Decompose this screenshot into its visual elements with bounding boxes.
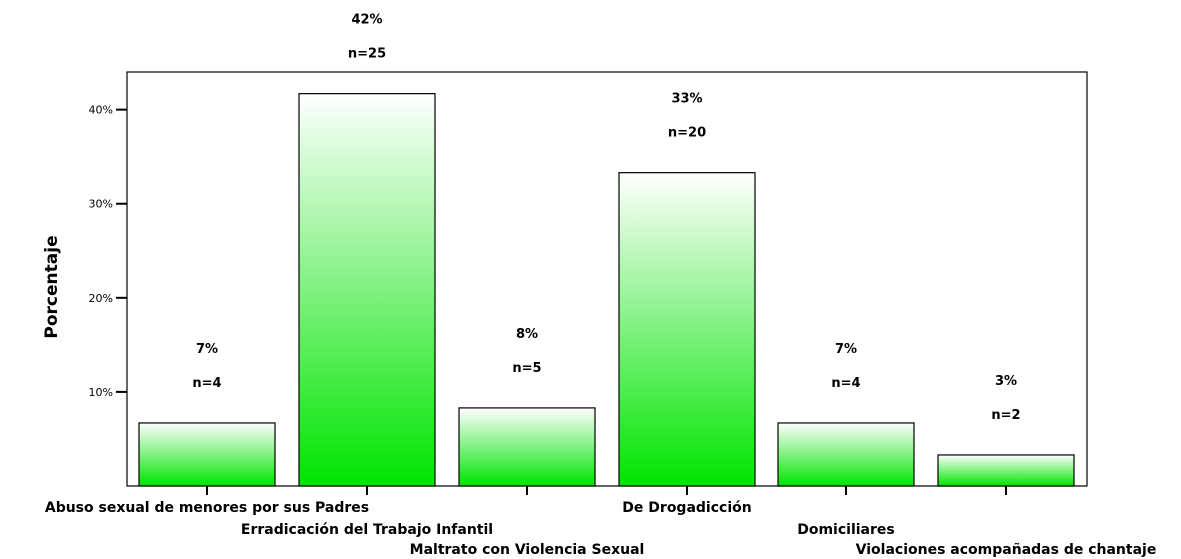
bar (777, 422, 915, 487)
x-category-label: Maltrato con Violencia Sexual (410, 542, 645, 558)
x-category-label: De Drogadicción (622, 500, 751, 516)
bar (298, 93, 436, 487)
bar-n-label: n=5 (512, 361, 541, 376)
bar-percent-label: 33% (671, 92, 702, 107)
bar-percent-label: 42% (351, 13, 382, 28)
y-axis-label: Porcentaje (42, 235, 62, 338)
plot-frame (126, 71, 1088, 487)
bar-n-label: n=20 (668, 126, 706, 141)
bar-labels: 7% n=4 42% n=25 8% n=5 33% n=20 7% n=4 3% n=2 (192, 13, 1020, 423)
bars (138, 93, 1075, 495)
y-axis-ticks: 10% 20% 30% 40% (89, 104, 127, 399)
bar (138, 422, 276, 487)
bar-n-label: n=4 (831, 376, 860, 391)
y-tick-label: 30% (89, 198, 113, 211)
bar-percent-label: 7% (835, 342, 857, 357)
bar (618, 172, 756, 487)
x-category-label: Abuso sexual de menores por sus Padres (45, 500, 369, 516)
bar-n-label: n=2 (991, 408, 1020, 423)
bar-percent-label: 7% (196, 342, 218, 357)
bar-n-label: n=25 (348, 47, 386, 62)
x-category-label: Erradicación del Trabajo Infantil (241, 522, 493, 538)
bar-percent-label: 8% (516, 327, 538, 342)
bar-percent-label: 3% (995, 374, 1017, 389)
bar-n-label: n=4 (192, 376, 221, 391)
y-tick-label: 40% (89, 104, 113, 117)
x-category-label: Domiciliares (797, 522, 895, 538)
bar (458, 407, 596, 487)
y-tick-label: 10% (89, 386, 113, 399)
x-axis-labels: Abuso sexual de menores por sus Padres Er… (45, 500, 1156, 558)
bar (937, 454, 1075, 487)
x-category-label: Violaciones acompañadas de chantaje (856, 542, 1157, 558)
y-tick-label: 20% (89, 292, 113, 305)
